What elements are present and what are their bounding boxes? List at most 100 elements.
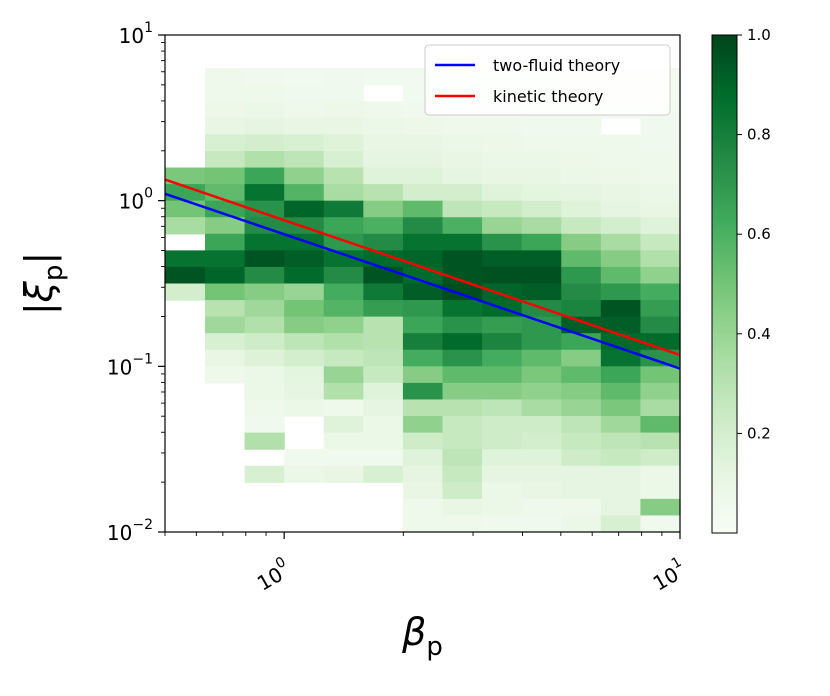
heatmap-cell <box>284 283 325 301</box>
heatmap-cell <box>640 465 681 483</box>
y-axis-ticks: 10−2 10−1 100 101 <box>107 20 165 545</box>
heatmap-cell <box>323 68 364 86</box>
heatmap-cell <box>561 465 602 483</box>
heatmap-cell <box>561 449 602 467</box>
heatmap-cell <box>284 101 325 119</box>
heatmap-cell <box>442 399 483 417</box>
heatmap-cell <box>204 117 246 135</box>
heatmap-cell <box>482 283 523 301</box>
heatmap-cell <box>323 101 364 119</box>
heatmap-cell <box>402 117 444 135</box>
heatmap-cell <box>482 432 523 450</box>
heatmap-cell <box>640 200 681 218</box>
heatmap-cell <box>363 283 404 301</box>
heatmap-cell <box>640 250 681 268</box>
heatmap-cell <box>600 300 642 318</box>
heatmap-cell <box>402 349 444 367</box>
heatmap-cell <box>482 250 523 268</box>
heatmap-cell <box>640 432 681 450</box>
heatmap-cell <box>521 366 562 384</box>
heatmap-cell <box>442 349 483 367</box>
heatmap-cell <box>482 316 523 334</box>
heatmap-cell <box>600 200 642 218</box>
heatmap-cell <box>204 266 246 285</box>
heatmap-cell <box>600 465 642 483</box>
heatmap-cell <box>204 184 246 202</box>
heatmap-cell <box>323 300 364 318</box>
heatmap-cell <box>442 482 483 500</box>
heatmap-cell <box>284 250 325 268</box>
heatmap-cells <box>165 68 681 533</box>
heatmap-cell <box>323 150 364 169</box>
heatmap-cell <box>204 250 246 268</box>
heatmap-cell <box>600 134 642 152</box>
heatmap-cell <box>482 498 523 517</box>
heatmap-cell <box>323 134 364 152</box>
heatmap-cell <box>244 416 285 434</box>
heatmap-cell <box>482 465 523 483</box>
heatmap-cell <box>323 117 364 135</box>
heatmap-cell <box>561 300 602 318</box>
heatmap-cell <box>402 134 444 152</box>
heatmap-cell <box>204 101 246 119</box>
heatmap-cell <box>165 266 206 285</box>
heatmap-cell <box>640 167 681 185</box>
heatmap-cell <box>402 366 444 384</box>
heatmap-cell <box>600 498 642 517</box>
heatmap-cell <box>402 184 444 202</box>
heatmap-cell <box>402 416 444 434</box>
heatmap-cell <box>244 68 285 86</box>
heatmap-cell <box>600 217 642 235</box>
heatmap-cell <box>442 217 483 235</box>
heatmap-cell <box>363 117 404 135</box>
heatmap-cell <box>521 266 562 285</box>
heatmap-cell <box>323 366 364 384</box>
heatmap-cell <box>323 217 364 235</box>
heatmap-cell <box>284 366 325 384</box>
heatmap-cell <box>640 349 681 367</box>
heatmap-cell <box>323 283 364 301</box>
heatmap-cell <box>244 167 285 185</box>
heatmap-cell <box>561 366 602 384</box>
heatmap-cell <box>521 134 562 152</box>
heatmap-cell <box>521 498 562 517</box>
heatmap-cell <box>363 333 404 351</box>
heatmap-cell <box>402 432 444 450</box>
colorbar-tick-label: 1.0 <box>747 26 771 44</box>
heatmap-cell <box>244 283 285 301</box>
heatmap-cell <box>600 150 642 169</box>
y-axis-label: |ξp| <box>17 252 69 315</box>
heatmap-cell <box>323 465 364 483</box>
heatmap-cell <box>244 316 285 334</box>
heatmap-cell <box>442 134 483 152</box>
heatmap-cell <box>244 432 285 450</box>
heatmap-cell <box>482 117 523 135</box>
heatmap-cell <box>640 366 681 384</box>
heatmap-cell <box>402 316 444 334</box>
heatmap-cell <box>561 233 602 251</box>
heatmap-cell <box>482 482 523 500</box>
heatmap-cell <box>363 150 404 169</box>
heatmap-cell <box>521 349 562 367</box>
heatmap-cell <box>442 184 483 202</box>
heatmap-cell <box>640 117 681 135</box>
heatmap-cell <box>561 349 602 367</box>
heatmap-cell <box>561 200 602 218</box>
heatmap-cell <box>402 233 444 251</box>
heatmap-cell <box>561 167 602 185</box>
heatmap-cell <box>284 84 325 102</box>
heatmap-cell <box>363 134 404 152</box>
heatmap-cell <box>363 399 404 417</box>
heatmap-cell <box>402 333 444 351</box>
heatmap-cell <box>640 515 681 533</box>
heatmap-cell <box>521 465 562 483</box>
heatmap-cell <box>284 150 325 169</box>
heatmap-cell <box>521 217 562 235</box>
heatmap-cell <box>600 482 642 500</box>
heatmap-cell <box>323 449 364 467</box>
heatmap-cell <box>323 266 364 285</box>
heatmap-cell <box>244 250 285 268</box>
heatmap-cell <box>442 382 483 401</box>
heatmap-cell <box>521 167 562 185</box>
heatmap-cell <box>442 366 483 384</box>
